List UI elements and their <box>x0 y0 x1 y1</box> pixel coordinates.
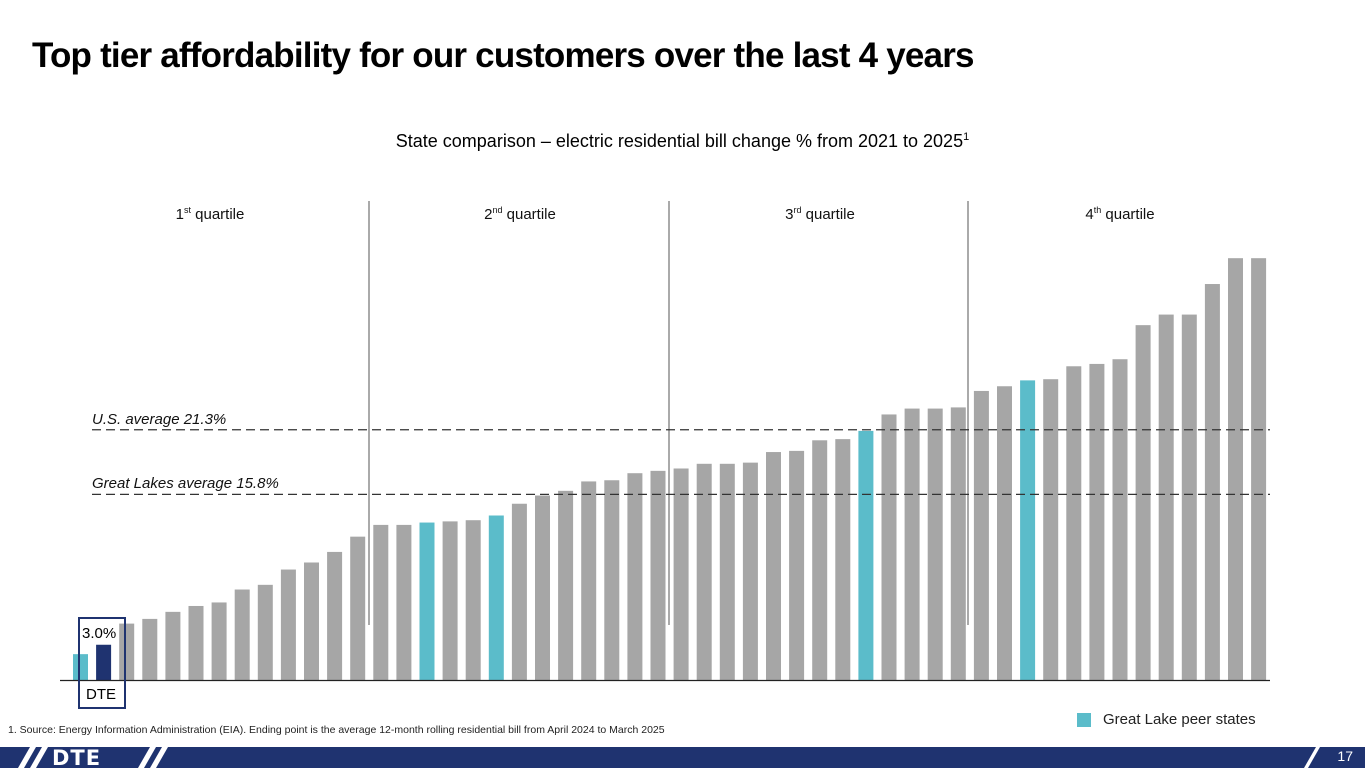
page-title: Top tier affordability for our customers… <box>32 36 974 75</box>
bar-state <box>165 611 181 680</box>
bar-state <box>1089 363 1105 680</box>
bar-state <box>1158 314 1174 680</box>
bar-dte <box>96 644 112 680</box>
chart-title: State comparison – electric residential … <box>395 131 970 151</box>
bar-state <box>904 408 920 680</box>
great-lakes-average-label: Great Lakes average 15.8% <box>92 475 279 492</box>
bar-state <box>766 452 781 680</box>
bar-state <box>257 584 273 680</box>
page-number: 17 <box>1337 748 1353 764</box>
footnote: 1. Source: Energy Information Administra… <box>8 724 665 736</box>
bar-great-lakes-state <box>1020 380 1036 680</box>
bar-state <box>304 562 319 680</box>
dte-logo: DTE <box>52 746 102 770</box>
bar-state <box>234 589 250 680</box>
bar-state <box>581 481 597 680</box>
bar-state <box>650 470 666 680</box>
bar-great-lakes-state <box>73 654 88 680</box>
bar-state <box>812 440 828 680</box>
bar-state <box>1181 314 1197 680</box>
bar-great-lakes-state <box>488 515 504 680</box>
bar-state <box>1112 359 1128 680</box>
bar-state <box>719 463 735 680</box>
legend: Great Lake peer states <box>1077 711 1256 728</box>
bar-state <box>696 463 712 680</box>
dte-bar-label: DTE <box>86 686 116 703</box>
bar-state <box>1135 325 1151 680</box>
bar-state <box>280 569 296 680</box>
dte-highlight-box <box>78 617 126 709</box>
legend-swatch-great-lakes <box>1077 712 1091 727</box>
bar-state <box>350 536 366 680</box>
bar-state <box>742 462 758 680</box>
bar-state <box>881 414 897 680</box>
bar-state <box>1204 284 1220 680</box>
bar-state <box>211 602 227 680</box>
bar-state <box>188 605 204 680</box>
quartile-label-4: 4th quartile <box>1085 205 1155 223</box>
bar-state <box>950 407 966 680</box>
bar-state <box>973 390 989 680</box>
bar-state <box>535 495 550 680</box>
bar-state <box>673 468 689 680</box>
bar-great-lakes-state <box>419 522 435 680</box>
bar-state <box>1228 258 1243 680</box>
bar-state <box>604 480 620 680</box>
footer-bar <box>0 747 1365 768</box>
bar-state <box>1251 258 1267 680</box>
bar-state <box>997 386 1012 680</box>
bar-state <box>442 521 458 680</box>
bar-state <box>1066 366 1082 680</box>
bar-state <box>789 450 805 680</box>
bar-state <box>835 439 851 680</box>
bar-state <box>1043 379 1059 680</box>
bar-state <box>119 623 135 680</box>
bar-state <box>465 520 481 680</box>
bar-state <box>627 473 643 680</box>
quartile-label-3: 3rd quartile <box>785 205 855 223</box>
bar-state <box>396 524 412 680</box>
us-average-label: U.S. average 21.3% <box>92 411 227 428</box>
bar-state <box>558 490 574 680</box>
bar-great-lakes-state <box>858 430 874 680</box>
bar-state <box>142 618 158 680</box>
quartile-label-2: 2nd quartile <box>484 205 556 223</box>
legend-label: Great Lake peer states <box>1103 711 1256 728</box>
bar-state <box>511 503 527 680</box>
quartile-label-1: 1st quartile <box>175 205 245 223</box>
bar-state <box>927 408 943 680</box>
bar-state <box>327 551 343 680</box>
dte-value-label: 3.0% <box>82 625 117 642</box>
bar-state <box>373 524 389 680</box>
